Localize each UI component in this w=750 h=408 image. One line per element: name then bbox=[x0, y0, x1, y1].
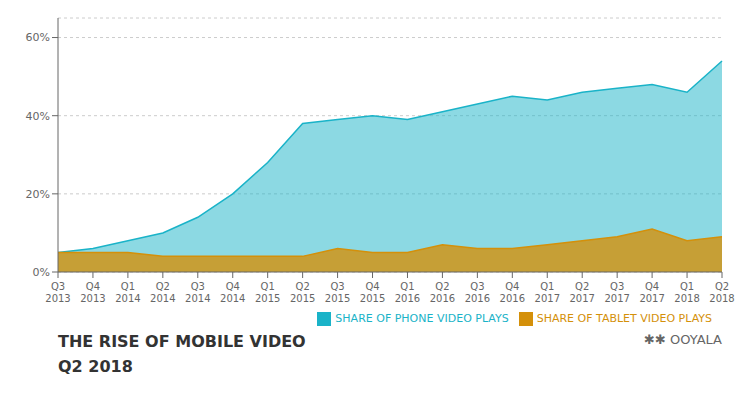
svg-text:Q12017: Q12017 bbox=[535, 281, 560, 304]
svg-text:Q22014: Q22014 bbox=[150, 281, 175, 304]
svg-text:Q42017: Q42017 bbox=[639, 281, 664, 304]
svg-text:Q32017: Q32017 bbox=[604, 281, 629, 304]
svg-text:Q32014: Q32014 bbox=[185, 281, 210, 304]
html-text:THE RISE OF MOBILE VIDEO: THE RISE OF MOBILE VIDEO bbox=[58, 332, 306, 351]
svg-text:0%: 0% bbox=[33, 266, 50, 279]
svg-text:40%: 40% bbox=[26, 110, 50, 123]
svg-text:Q12018: Q12018 bbox=[674, 281, 699, 304]
svg-text:Q32016: Q32016 bbox=[465, 281, 490, 304]
html-text:SHARE OF PHONE VIDEO PLAYS: SHARE OF PHONE VIDEO PLAYS bbox=[335, 312, 509, 325]
svg-text:Q32015: Q32015 bbox=[325, 281, 350, 304]
svg-text:Q22016: Q22016 bbox=[430, 281, 455, 304]
svg-text:Q22017: Q22017 bbox=[569, 281, 594, 304]
svg-text:Q42013: Q42013 bbox=[80, 281, 105, 304]
svg-text:Q22018: Q22018 bbox=[709, 281, 734, 304]
html-text:SHARE OF TABLET VIDEO PLAYS: SHARE OF TABLET VIDEO PLAYS bbox=[536, 312, 712, 325]
html-text:Q2 2018: Q2 2018 bbox=[58, 357, 133, 376]
svg-text:Q12015: Q12015 bbox=[255, 281, 280, 304]
svg-text:Q12016: Q12016 bbox=[395, 281, 420, 304]
svg-text:60%: 60% bbox=[26, 31, 50, 44]
svg-text:20%: 20% bbox=[26, 188, 50, 201]
svg-text:Q42015: Q42015 bbox=[360, 281, 385, 304]
svg-text:Q22015: Q22015 bbox=[290, 281, 315, 304]
html-text:✱✱ OOYALA: ✱✱ OOYALA bbox=[644, 332, 722, 347]
svg-text:Q42016: Q42016 bbox=[500, 281, 525, 304]
svg-text:Q12014: Q12014 bbox=[115, 281, 140, 304]
svg-text:Q32013: Q32013 bbox=[45, 281, 70, 304]
svg-text:Q42014: Q42014 bbox=[220, 281, 245, 304]
